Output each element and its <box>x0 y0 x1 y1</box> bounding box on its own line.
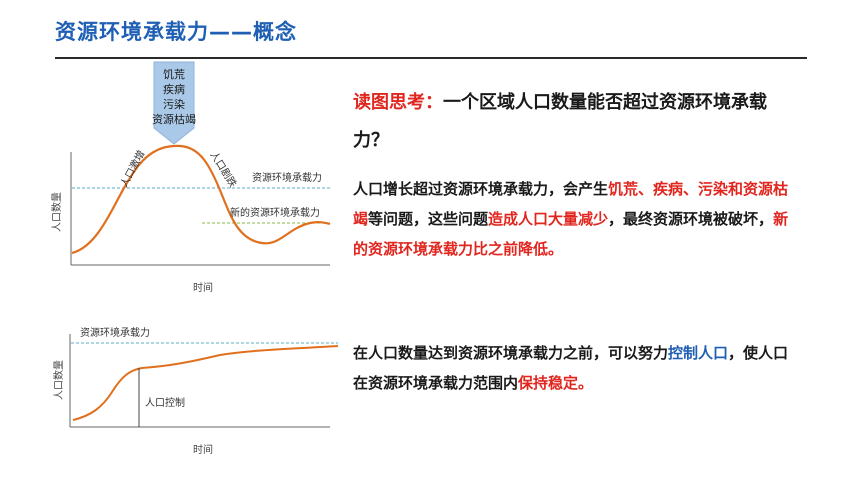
capacity-label: 资源环境承载力 <box>80 326 150 339</box>
callout-line-famine: 饥荒 <box>163 68 185 81</box>
para1-s3: 等问题，这些问题 <box>368 210 489 228</box>
question-text: 一个区域人口数量能否超过资源环境承载力？ <box>353 92 767 151</box>
y-axis-label: 人口数量 <box>52 360 65 400</box>
overshoot-chart: 饥荒 疾病 污染 资源枯竭 人口激增 人口剧跌 资源环境承载力 新的资源环境承载… <box>30 60 340 300</box>
controlled-growth-chart: 资源环境承载力 人口控制 人口数量 时间 <box>30 316 340 466</box>
slide-title: 资源环境承载力——概念 <box>55 20 297 44</box>
capacity-label: 资源环境承载力 <box>252 171 322 184</box>
y-axis-label: 人口数量 <box>50 192 63 232</box>
para2-s3: ，使人口在资源环境承载力范围内 <box>353 344 789 392</box>
para1-problems: 饥荒、疾病、污染和资源枯竭 <box>353 180 789 228</box>
question-label: 读图思考： <box>353 92 443 113</box>
label-population-crash: 人口剧跌 <box>207 149 239 190</box>
para1-decline: 造成人口大量减少 <box>488 210 609 228</box>
population-curve <box>71 144 331 255</box>
overshoot-explanation: 人口增长超过资源环境承载力，会产生饥荒、疾病、污染和资源枯竭等问题，这些问题造成… <box>353 174 793 264</box>
para2-control: 控制人口 <box>668 344 729 362</box>
callout-line-disease: 疾病 <box>163 82 185 96</box>
para1-s5: ，最终资源环境被破坏， <box>608 210 774 228</box>
label-population-surge: 人口激增 <box>117 148 147 189</box>
control-explanation: 在人口数量达到资源环境承载力之前，可以努力控制人口，使人口在资源环境承载力范围内… <box>353 338 793 398</box>
para1-conclusion: 新的资源环境承载力比之前降低。 <box>353 210 789 258</box>
x-axis-label: 时间 <box>193 443 213 456</box>
callout-line-depletion: 资源枯竭 <box>152 112 196 126</box>
discussion-question: 读图思考：一个区域人口数量能否超过资源环境承载力？ <box>353 84 793 160</box>
population-curve <box>72 345 339 421</box>
new-capacity-label: 新的资源环境承载力 <box>230 206 320 219</box>
control-label: 人口控制 <box>145 396 185 409</box>
para2-s1: 在人口数量达到资源环境承载力之前，可以努力 <box>353 344 669 362</box>
x-axis-label: 时间 <box>193 281 213 294</box>
para2-stable: 保持稳定。 <box>518 374 594 392</box>
callout-arrow <box>153 61 195 145</box>
para1-s1: 人口增长超过资源环境承载力，会产生 <box>353 180 609 198</box>
callout-line-pollution: 污染 <box>163 97 185 111</box>
title-divider <box>55 57 807 59</box>
